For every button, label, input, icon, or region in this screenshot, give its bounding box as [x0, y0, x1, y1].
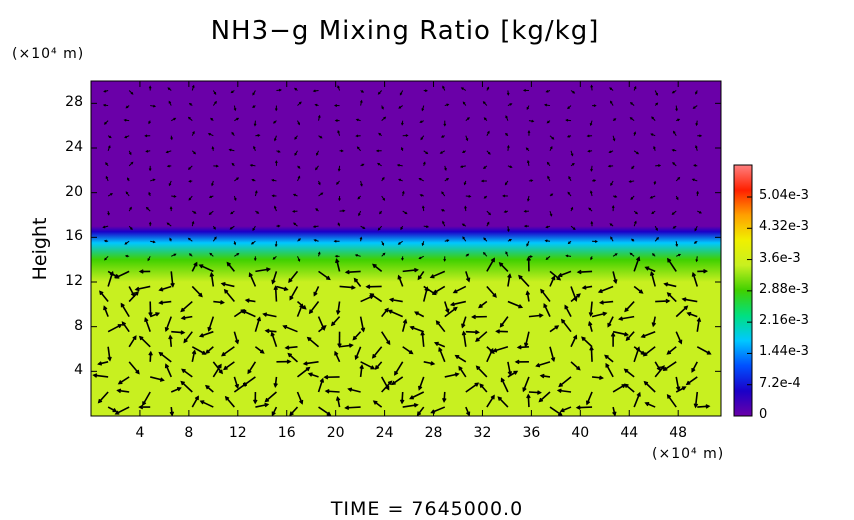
chart-title: NH3−g Mixing Ratio [kg/kg]: [0, 16, 810, 46]
mixing-ratio-field: [91, 81, 721, 416]
x-tick-label: 44: [619, 425, 639, 441]
x-tick-label: 24: [375, 425, 395, 441]
y-tick-label: 12: [57, 273, 83, 289]
x-tick-label: 16: [277, 425, 297, 441]
y-tick-label: 24: [57, 139, 83, 155]
time-stamp: TIME = 7645000.0: [0, 498, 854, 520]
y-tick-label: 8: [57, 318, 83, 334]
x-tick-label: 40: [570, 425, 590, 441]
y-tick-label: 4: [57, 362, 83, 378]
x-axis-unit: (×10⁴ m): [652, 446, 724, 462]
colorbar: [734, 165, 752, 416]
colorbar-label: 2.88e-3: [759, 282, 809, 297]
y-tick-label: 20: [57, 184, 83, 200]
plot-area: [91, 81, 721, 416]
colorbar-label: 4.32e-3: [759, 219, 809, 234]
x-tick-label: 4: [130, 425, 150, 441]
x-tick-label: 32: [472, 425, 492, 441]
colorbar-label: 0: [759, 407, 767, 422]
x-tick-label: 48: [668, 425, 688, 441]
colorbar-label: 3.6e-3: [759, 251, 801, 266]
x-tick-label: 8: [179, 425, 199, 441]
x-tick-label: 36: [521, 425, 541, 441]
colorbar-label: 1.44e-3: [759, 344, 809, 359]
y-tick-label: 16: [57, 228, 83, 244]
y-tick-label: 28: [57, 94, 83, 110]
x-tick-label: 28: [424, 425, 444, 441]
colorbar-label: 7.2e-4: [759, 376, 801, 391]
x-tick-label: 20: [326, 425, 346, 441]
x-tick-label: 12: [228, 425, 248, 441]
colorbar-label: 2.16e-3: [759, 313, 809, 328]
y-axis-unit: (×10⁴ m): [12, 46, 84, 62]
colorbar-label: 5.04e-3: [759, 188, 809, 203]
y-axis-label: Height: [29, 218, 51, 281]
